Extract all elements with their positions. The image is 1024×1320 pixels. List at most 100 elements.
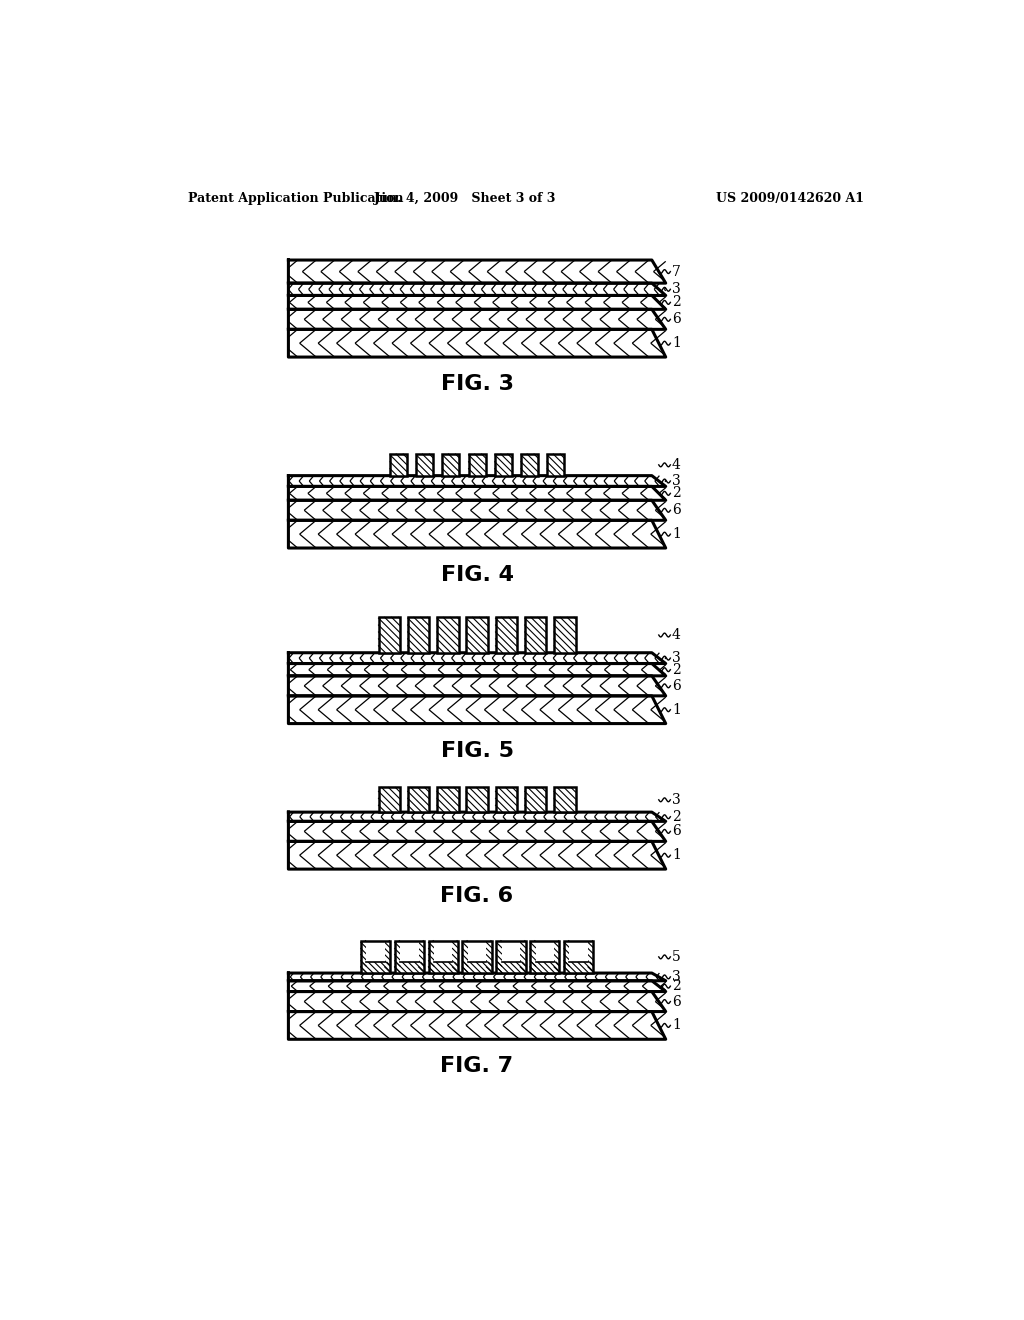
Bar: [437, 788, 459, 812]
Bar: [394, 941, 424, 973]
Text: 1: 1: [672, 1019, 681, 1032]
Bar: [408, 788, 429, 812]
Bar: [554, 788, 575, 812]
Text: 6: 6: [672, 825, 681, 838]
Bar: [496, 788, 517, 812]
Bar: [521, 454, 538, 475]
Bar: [379, 618, 400, 653]
Bar: [530, 941, 559, 973]
Bar: [463, 941, 492, 973]
Text: 2: 2: [672, 979, 681, 993]
Bar: [496, 788, 517, 812]
Bar: [564, 941, 593, 973]
Polygon shape: [289, 284, 666, 296]
Text: 1: 1: [672, 849, 681, 862]
Bar: [442, 454, 460, 475]
Polygon shape: [289, 487, 666, 500]
Text: 6: 6: [672, 994, 681, 1008]
Bar: [524, 618, 547, 653]
Bar: [429, 941, 458, 973]
Polygon shape: [289, 500, 666, 520]
Bar: [400, 941, 419, 962]
Text: Jun. 4, 2009   Sheet 3 of 3: Jun. 4, 2009 Sheet 3 of 3: [375, 191, 557, 205]
Text: 2: 2: [672, 296, 681, 309]
Polygon shape: [289, 821, 666, 841]
Text: 6: 6: [672, 313, 681, 326]
Polygon shape: [289, 841, 666, 869]
Bar: [437, 788, 459, 812]
Bar: [360, 941, 390, 973]
Text: 3: 3: [672, 970, 681, 983]
Bar: [379, 618, 400, 653]
Bar: [564, 941, 593, 973]
Bar: [554, 618, 575, 653]
Bar: [495, 454, 512, 475]
Bar: [463, 941, 492, 973]
Bar: [495, 454, 512, 475]
Bar: [466, 618, 487, 653]
Bar: [497, 941, 525, 973]
Text: 4: 4: [672, 628, 681, 642]
Bar: [437, 618, 459, 653]
Polygon shape: [289, 309, 666, 330]
Bar: [408, 618, 429, 653]
Bar: [530, 941, 559, 973]
Bar: [536, 941, 554, 962]
Bar: [434, 941, 453, 962]
Bar: [437, 618, 459, 653]
Bar: [569, 941, 588, 962]
Bar: [547, 454, 564, 475]
Text: FIG. 7: FIG. 7: [440, 1056, 514, 1076]
Text: 3: 3: [672, 651, 681, 665]
Text: 5: 5: [672, 950, 681, 964]
Bar: [442, 454, 460, 475]
Polygon shape: [289, 653, 666, 664]
Bar: [554, 788, 575, 812]
Text: 2: 2: [672, 486, 681, 500]
Text: FIG. 4: FIG. 4: [440, 565, 514, 585]
Bar: [497, 941, 525, 973]
Bar: [468, 941, 486, 962]
Bar: [496, 618, 517, 653]
Bar: [416, 454, 433, 475]
Bar: [416, 454, 433, 475]
Text: 1: 1: [672, 337, 681, 350]
Bar: [379, 788, 400, 812]
Bar: [469, 454, 485, 475]
Bar: [367, 941, 385, 962]
Text: 2: 2: [672, 809, 681, 824]
Bar: [390, 454, 407, 475]
Bar: [408, 618, 429, 653]
Bar: [379, 788, 400, 812]
Bar: [390, 454, 407, 475]
Bar: [466, 618, 487, 653]
Bar: [524, 618, 547, 653]
Polygon shape: [289, 1011, 666, 1039]
Bar: [554, 618, 575, 653]
Polygon shape: [289, 981, 666, 991]
Bar: [466, 788, 487, 812]
Bar: [524, 788, 547, 812]
Bar: [521, 454, 538, 475]
Polygon shape: [289, 696, 666, 723]
Text: 6: 6: [672, 503, 681, 517]
Bar: [408, 788, 429, 812]
Text: 1: 1: [672, 702, 681, 717]
Bar: [360, 941, 390, 973]
Text: 3: 3: [672, 474, 681, 488]
Polygon shape: [289, 330, 666, 358]
Polygon shape: [289, 475, 666, 487]
Bar: [394, 941, 424, 973]
Bar: [502, 941, 520, 962]
Polygon shape: [289, 991, 666, 1011]
Polygon shape: [289, 520, 666, 548]
Polygon shape: [289, 260, 666, 284]
Polygon shape: [289, 296, 666, 309]
Polygon shape: [289, 676, 666, 696]
Text: 6: 6: [672, 678, 681, 693]
Bar: [496, 618, 517, 653]
Bar: [547, 454, 564, 475]
Polygon shape: [289, 973, 666, 981]
Text: 3: 3: [672, 793, 681, 807]
Polygon shape: [289, 812, 666, 821]
